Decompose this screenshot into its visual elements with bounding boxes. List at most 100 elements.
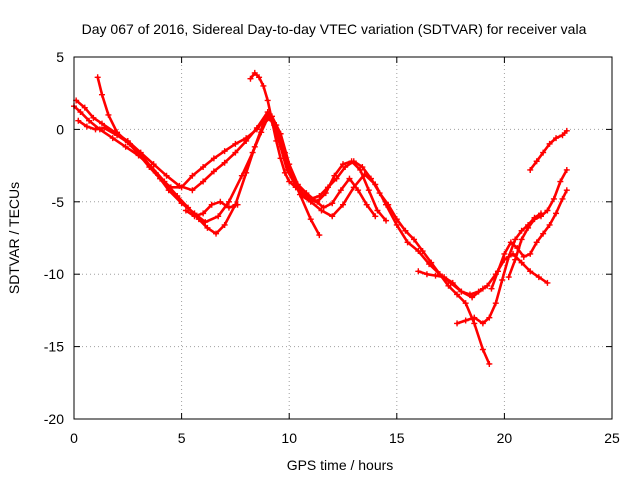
data-point-plus (527, 250, 534, 257)
data-point-plus (191, 213, 198, 220)
data-point-plus (471, 314, 478, 321)
data-point-plus (479, 320, 486, 327)
data-point-plus (357, 166, 364, 173)
data-point-plus (484, 282, 491, 289)
data-point-plus (225, 204, 232, 211)
data-point-plus (86, 117, 93, 124)
data-point-plus (238, 172, 245, 179)
data-point-plus (200, 210, 207, 217)
data-point-plus (454, 291, 461, 298)
data-point-plus (284, 166, 291, 173)
series-line (266, 113, 388, 222)
data-point-plus (383, 217, 390, 224)
data-point-plus (486, 314, 493, 321)
data-point-plus (546, 140, 553, 147)
x-tick-label: 20 (497, 430, 513, 446)
data-point-plus (365, 187, 372, 194)
y-tick-label: -10 (44, 266, 64, 282)
data-point-plus (376, 190, 383, 197)
data-point-plus (537, 213, 544, 220)
x-tick-label: 25 (604, 430, 620, 446)
y-tick-label: 5 (56, 49, 64, 65)
data-point-plus (355, 187, 362, 194)
series-arc-9 (488, 187, 570, 292)
data-point-plus (277, 143, 284, 150)
data-point-plus (337, 187, 344, 194)
data-point-plus (213, 230, 220, 237)
series-arc-6 (264, 111, 390, 224)
data-point-plus (559, 132, 566, 139)
data-point-plus (189, 172, 196, 179)
data-point-plus (445, 282, 452, 289)
data-point-plus (105, 111, 112, 118)
data-point-plus (163, 172, 170, 179)
data-point-plus (458, 288, 465, 295)
data-point-plus (98, 91, 105, 98)
data-point-plus (307, 216, 314, 223)
x-tick-label: 10 (281, 430, 297, 446)
data-point-plus (167, 184, 174, 191)
data-point-plus (249, 149, 256, 156)
data-point-plus (494, 268, 501, 275)
data-point-plus (92, 126, 99, 133)
data-point-plus (393, 216, 400, 223)
data-point-plus (271, 122, 278, 129)
x-axis-label: GPS time / hours (287, 457, 394, 473)
data-point-plus (189, 187, 196, 194)
data-point-plus (210, 155, 217, 162)
data-point-plus (90, 114, 97, 121)
data-point-plus (232, 149, 239, 156)
data-point-plus (441, 274, 448, 281)
x-tick-label: 5 (178, 430, 186, 446)
data-point-plus (449, 279, 456, 286)
data-point-plus (94, 74, 101, 81)
data-point-plus (544, 207, 551, 214)
data-point-plus (372, 213, 379, 220)
data-point-plus (415, 268, 422, 275)
data-point-plus (114, 129, 121, 136)
data-point-plus (492, 300, 499, 307)
data-point-plus (260, 82, 267, 89)
data-point-plus (232, 140, 239, 147)
x-tick-label: 15 (389, 430, 405, 446)
data-point-plus (462, 317, 469, 324)
data-point-plus (122, 143, 129, 150)
axis-ticks: 0 5 10 15 20 25 5 0 -5 -10 -15 -20 (44, 49, 620, 446)
data-point-plus (499, 276, 506, 283)
data-point-plus (340, 161, 346, 168)
data-point-plus (531, 216, 538, 223)
data-point-plus (124, 139, 131, 146)
data-point-plus (518, 236, 525, 243)
data-point-plus (290, 178, 297, 185)
data-point-plus (150, 161, 157, 168)
data-point-plus (202, 219, 209, 226)
data-point-plus (518, 227, 525, 234)
data-point-plus (423, 271, 430, 278)
data-point-plus (404, 239, 411, 246)
data-point-plus (486, 360, 493, 367)
series-line (96, 76, 269, 189)
data-series (71, 69, 570, 367)
data-point-plus (350, 184, 357, 191)
data-point-plus (520, 253, 527, 260)
data-point-plus (221, 148, 228, 155)
data-point-plus (251, 69, 258, 76)
data-point-plus (559, 195, 566, 202)
data-point-plus (518, 259, 525, 266)
data-point-plus (221, 221, 228, 228)
data-point-plus (264, 111, 271, 118)
y-tick-label: -15 (44, 339, 64, 355)
data-point-plus (348, 158, 355, 165)
series-arc-11 (527, 127, 570, 173)
data-point-plus (553, 210, 560, 217)
data-point-plus (178, 184, 185, 191)
data-point-plus (81, 104, 88, 111)
data-point-plus (77, 109, 84, 116)
data-point-plus (475, 288, 482, 295)
data-point-plus (305, 195, 312, 202)
data-point-plus (512, 256, 519, 263)
data-point-plus (505, 253, 512, 260)
data-point-plus (462, 300, 469, 307)
series-line (249, 71, 491, 366)
series-arc-12 (182, 198, 241, 220)
